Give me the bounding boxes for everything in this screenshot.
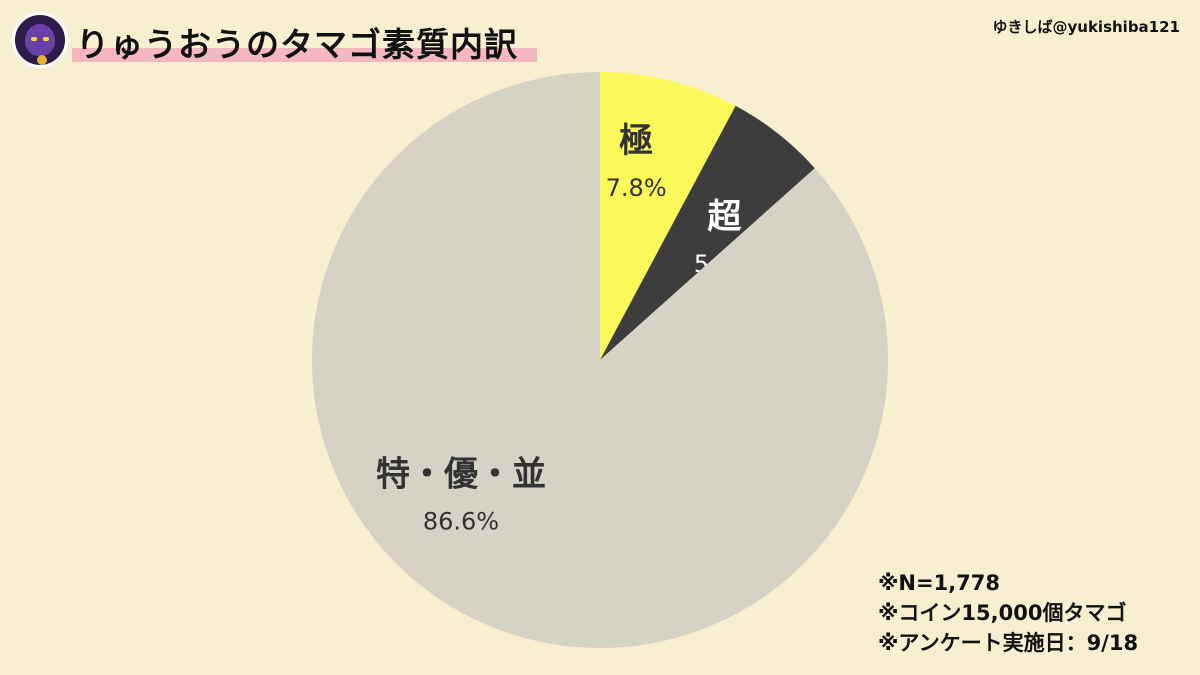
note-egg-type: ※コイン15,000個タマゴ xyxy=(878,601,1127,625)
header: りゅうおうのタマゴ素質内訳 xyxy=(12,12,537,70)
page-title: りゅうおうのタマゴ素質内訳 xyxy=(76,25,518,64)
slice-value-label: 86.6% xyxy=(423,508,499,536)
slice-value-label: 7.8% xyxy=(606,174,667,202)
avatar-face xyxy=(25,24,55,56)
slice-label: 極 xyxy=(619,121,653,161)
avatar-gem xyxy=(37,55,47,65)
dragonlord-avatar-icon xyxy=(12,12,68,68)
avatar-eye-left xyxy=(31,37,37,41)
pie-slice xyxy=(600,72,736,360)
pie-slice xyxy=(600,105,815,361)
slice-label: 超 xyxy=(707,197,742,237)
title-highlight xyxy=(72,48,537,62)
note-survey-date: ※アンケート実施日：9/18 xyxy=(878,631,1139,655)
chart-notes: ※N=1,778 ※コイン15,000個タマゴ ※アンケート実施日：9/18 xyxy=(878,568,1138,658)
pie-slice xyxy=(311,72,888,649)
note-sample-size: ※N=1,778 xyxy=(878,571,1001,595)
slice-label: 特・優・並 xyxy=(376,455,546,495)
avatar-eye-right xyxy=(43,37,49,41)
author-credit: ゆきしば@yukishiba121 xyxy=(992,18,1181,36)
